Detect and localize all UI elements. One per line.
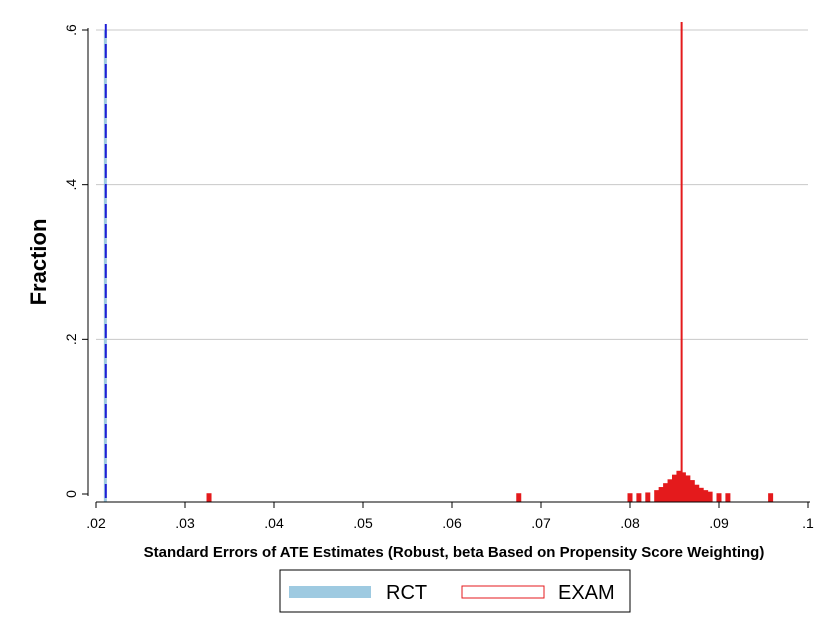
mean-lines xyxy=(104,22,683,502)
exam-bar xyxy=(663,483,669,502)
exam-bar xyxy=(658,487,664,502)
exam-bar xyxy=(685,475,691,502)
x-axis-ticks: .02 .03 .04 .05 .06 .07 .08 .09 .1 xyxy=(86,502,814,531)
x-tick-label: .07 xyxy=(531,515,551,531)
exam-bar xyxy=(645,492,651,502)
x-axis-title: Standard Errors of ATE Estimates (Robust… xyxy=(144,544,765,561)
exam-bar xyxy=(654,490,660,502)
exam-bar xyxy=(680,472,686,502)
exam-bar xyxy=(627,493,633,502)
x-tick-label: .08 xyxy=(620,515,640,531)
y-axis-title: Fraction xyxy=(26,219,51,306)
exam-bar xyxy=(707,491,713,502)
y-tick-label: 0 xyxy=(63,490,79,498)
x-tick-label: .1 xyxy=(802,515,814,531)
exam-bar xyxy=(636,493,642,502)
y-tick-label: .2 xyxy=(63,333,79,345)
x-tick-label: .02 xyxy=(86,515,106,531)
grid-lines xyxy=(96,29,808,340)
exam-bar xyxy=(725,493,731,502)
x-tick-label: .05 xyxy=(353,515,373,531)
exam-bar xyxy=(667,479,673,502)
legend-swatch-exam xyxy=(461,585,545,599)
y-tick-label: .6 xyxy=(63,24,79,36)
exam-bar xyxy=(768,493,774,502)
exam-bar xyxy=(694,484,700,502)
exam-bar xyxy=(716,493,722,502)
exam-bar xyxy=(676,470,682,502)
y-tick-label: .4 xyxy=(63,179,79,191)
legend: RCT EXAM xyxy=(279,569,631,613)
x-tick-label: .03 xyxy=(175,515,195,531)
exam-bar xyxy=(703,490,709,502)
histogram-bars xyxy=(103,30,774,502)
legend-label-rct: RCT xyxy=(386,582,427,604)
legend-label-exam: EXAM xyxy=(558,582,615,604)
exam-bar xyxy=(672,474,677,502)
axes xyxy=(87,28,810,503)
exam-bar xyxy=(516,493,522,502)
legend-swatch-rct xyxy=(289,586,371,598)
exam-bar xyxy=(689,480,695,502)
exam-bar xyxy=(698,487,704,502)
x-tick-label: .09 xyxy=(709,515,729,531)
exam-bar xyxy=(206,493,212,502)
x-tick-label: .04 xyxy=(264,515,284,531)
y-axis-ticks: 0 .2 .4 .6 xyxy=(63,24,88,498)
x-tick-label: .06 xyxy=(442,515,462,531)
